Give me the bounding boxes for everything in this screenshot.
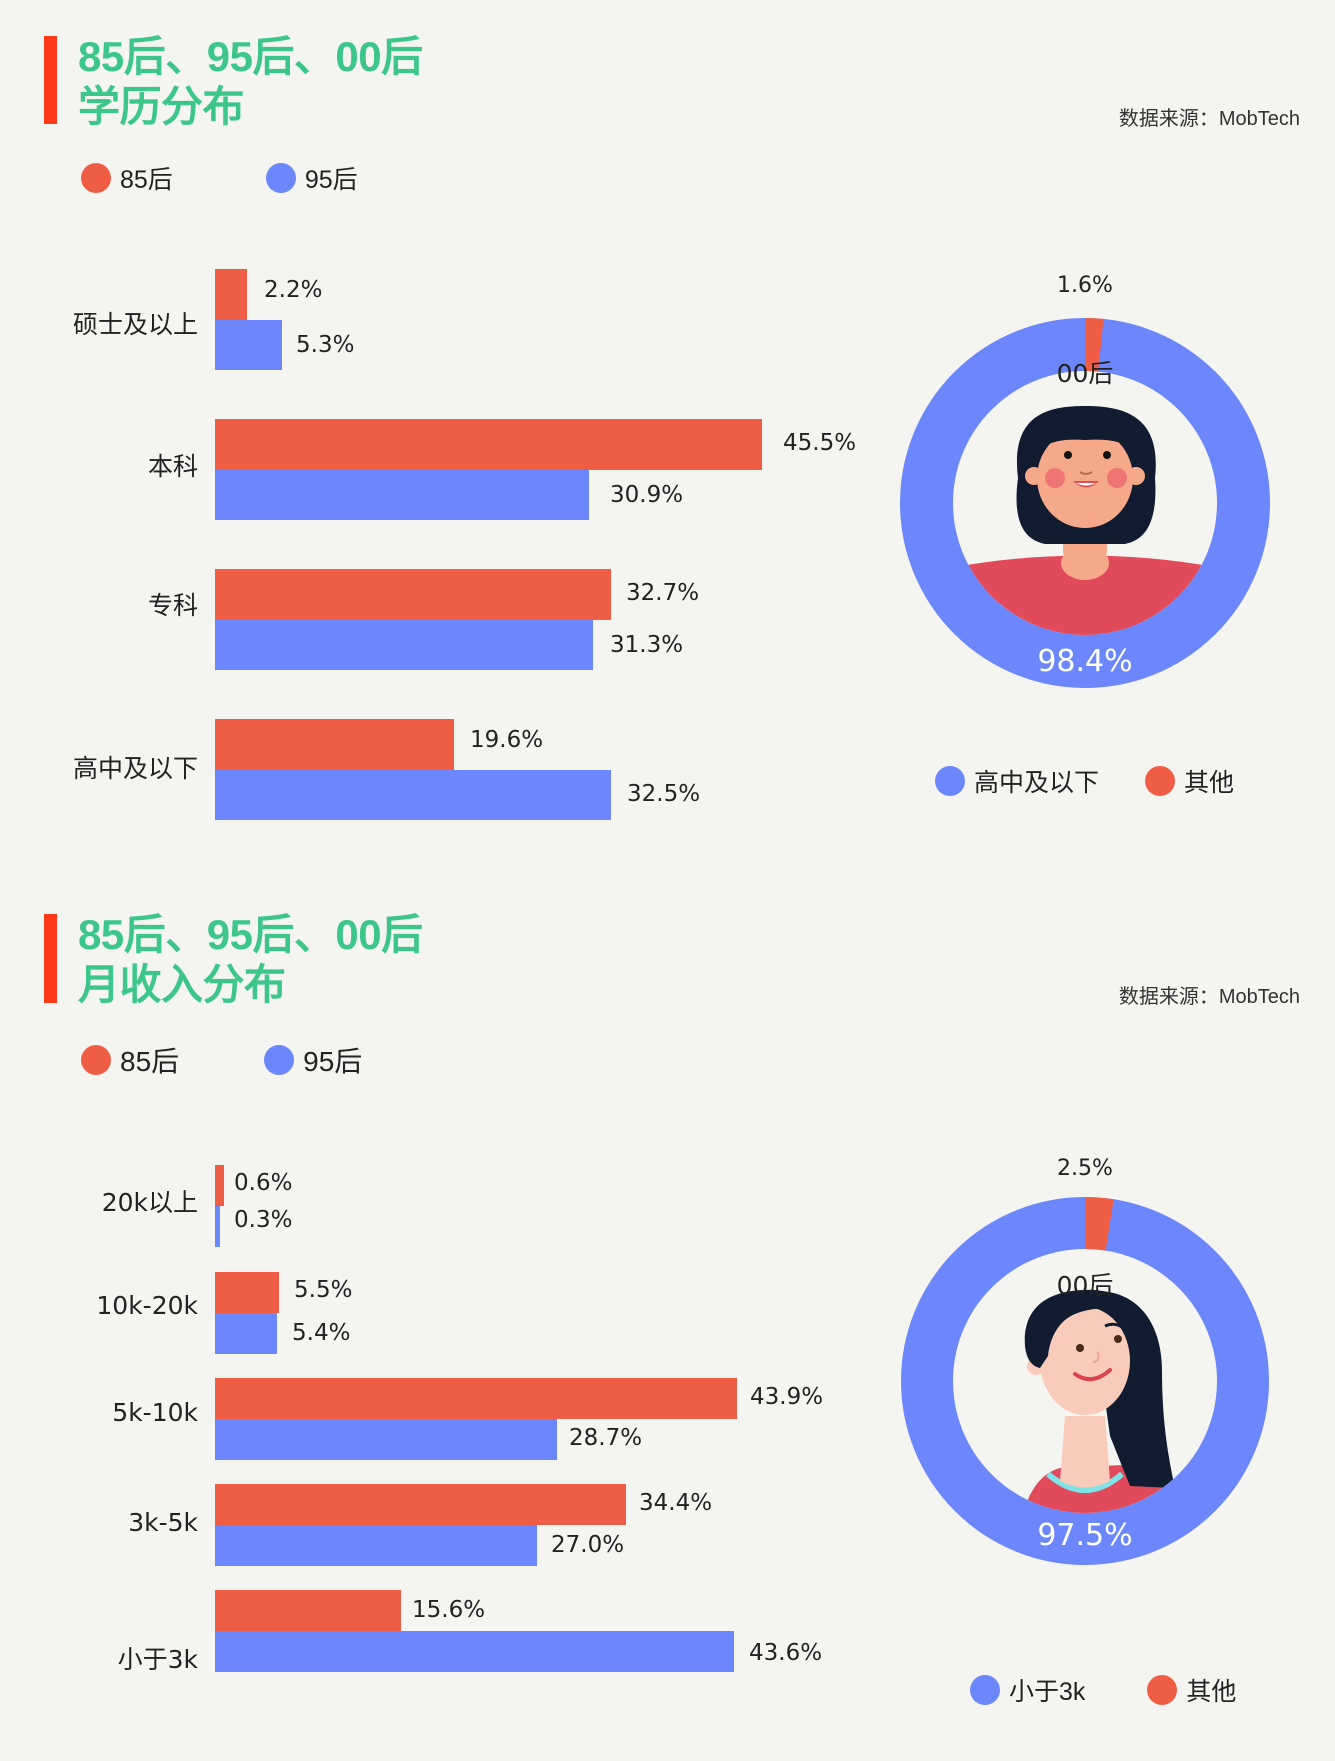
legend-item-85: 85后 <box>81 1040 179 1080</box>
donut-center-label: 00后 <box>1056 359 1114 388</box>
value-label: 32.5% <box>627 781 701 807</box>
value-label: 43.9% <box>750 1384 824 1410</box>
legend-item-other: 其他 <box>1147 1672 1236 1708</box>
category-label: 10k-20k <box>96 1291 198 1320</box>
bar-95 <box>215 470 589 520</box>
category-label: 5k-10k <box>112 1398 198 1427</box>
value-label: 32.7% <box>626 580 700 606</box>
value-label: 45.5% <box>783 430 857 456</box>
legend-item-main: 小于3k <box>970 1672 1085 1708</box>
legend-dot-icon <box>265 163 296 193</box>
bar-85 <box>215 1484 626 1525</box>
avatar-girl-bob-icon <box>953 406 1217 635</box>
bar-95 <box>215 770 611 820</box>
category-label: 20k以上 <box>101 1188 198 1217</box>
income-donut-chart: 2.5% 00后 97.5% <box>900 1156 1270 1566</box>
donut-legend: 高中及以下 其他 <box>935 763 1286 799</box>
legend-dot-icon <box>81 1045 111 1075</box>
category-label: 高中及以下 <box>72 754 198 783</box>
bar-95 <box>215 1206 220 1247</box>
donut-legend: 小于3k 其他 <box>970 1672 1288 1708</box>
title-accent-bar <box>44 914 57 1003</box>
title-accent-bar <box>44 36 57 124</box>
bar-85 <box>215 269 247 320</box>
legend-item-other: 其他 <box>1145 763 1234 799</box>
legend-label: 95后 <box>303 1046 363 1077</box>
legend-dot-icon <box>935 766 965 796</box>
value-label: 5.4% <box>292 1320 351 1346</box>
bar-85 <box>215 719 454 770</box>
legend-label: 高中及以下 <box>974 769 1100 797</box>
legend-dot-icon <box>264 1045 295 1075</box>
avatar-girl-long-hair-icon <box>1010 1289 1217 1513</box>
bar-95 <box>215 1313 277 1354</box>
legend-dot-icon <box>1147 1675 1178 1705</box>
legend-label: 小于3k <box>1009 1678 1086 1706</box>
bar-95 <box>215 1631 734 1672</box>
title-line-1: 85后、95后、00后 <box>78 911 423 958</box>
value-label: 2.2% <box>264 277 323 303</box>
category-label: 专科 <box>147 591 198 620</box>
donut-main-value: 98.4% <box>1037 644 1133 679</box>
title-line-2: 月收入分布 <box>78 961 286 1008</box>
legend-item-95: 95后 <box>265 160 358 196</box>
legend-label: 85后 <box>120 1046 180 1077</box>
title-line-2: 学历分布 <box>78 83 245 130</box>
value-label: 31.3% <box>610 632 684 658</box>
legend-item-85: 85后 <box>81 160 173 196</box>
legend-label: 其他 <box>1186 1678 1237 1706</box>
bar-95 <box>215 320 282 370</box>
bar-95 <box>215 1419 557 1460</box>
donut-center-label: 00后 <box>1056 1271 1114 1300</box>
donut-ring <box>900 318 1270 688</box>
legend-item-95: 95后 <box>264 1040 362 1080</box>
bar-95 <box>215 1525 537 1566</box>
value-label: 34.4% <box>639 1490 713 1516</box>
legend-item-main: 高中及以下 <box>935 763 1099 799</box>
income-title: 85后、95后、00后 月收入分布 <box>78 910 423 1010</box>
education-donut-chart: 1.6% 00后 98.4% <box>900 273 1270 688</box>
category-label: 硕士及以上 <box>72 310 198 339</box>
series-legend: 85后 95后 <box>81 1040 414 1080</box>
series-legend: 85后 95后 <box>81 160 410 196</box>
category-label: 3k-5k <box>128 1508 198 1537</box>
value-label: 15.6% <box>412 1597 486 1623</box>
legend-dot-icon <box>1145 766 1176 796</box>
value-label: 27.0% <box>551 1532 625 1558</box>
donut-ring <box>901 1197 1269 1565</box>
value-label: 30.9% <box>610 482 684 508</box>
legend-dot-icon <box>970 1675 1000 1705</box>
bar-85 <box>215 569 611 620</box>
legend-label: 85后 <box>120 166 173 194</box>
value-label: 0.6% <box>234 1170 293 1196</box>
title-line-1: 85后、95后、00后 <box>78 33 423 80</box>
value-label: 0.3% <box>234 1207 293 1233</box>
education-section: 85后、95后、00后 学历分布 数据来源：MobTech 85后 95后 硕士… <box>0 0 1335 880</box>
education-title: 85后、95后、00后 学历分布 <box>78 32 423 132</box>
data-source: 数据来源：MobTech <box>1118 986 1300 1008</box>
bar-85 <box>215 419 762 470</box>
category-label: 本科 <box>147 452 198 481</box>
value-label: 28.7% <box>569 1425 643 1451</box>
bar-85 <box>215 1590 401 1631</box>
category-label: 小于3k <box>117 1645 198 1674</box>
bar-85 <box>215 1165 224 1206</box>
legend-dot-icon <box>81 163 111 193</box>
data-source: 数据来源：MobTech <box>1118 108 1300 130</box>
value-label: 5.5% <box>294 1277 353 1303</box>
bar-85 <box>215 1272 279 1313</box>
bar-85 <box>215 1378 737 1419</box>
value-label: 43.6% <box>749 1640 823 1666</box>
bar-95 <box>215 620 593 670</box>
donut-other-value: 2.5% <box>1057 1156 1113 1181</box>
value-label: 5.3% <box>296 332 355 358</box>
donut-main-value: 97.5% <box>1037 1518 1133 1553</box>
legend-label: 95后 <box>304 166 358 194</box>
donut-other-value: 1.6% <box>1057 273 1113 298</box>
value-label: 19.6% <box>470 727 544 753</box>
legend-label: 其他 <box>1184 769 1235 797</box>
